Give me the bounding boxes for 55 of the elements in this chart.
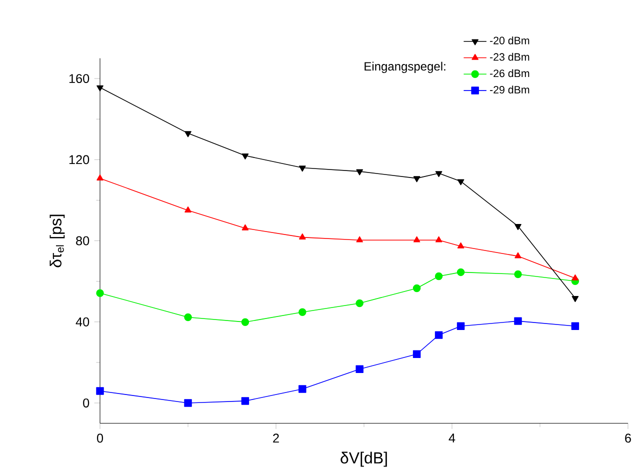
point xyxy=(242,224,249,230)
point xyxy=(184,313,192,322)
legend-label: -29 dBm xyxy=(490,86,530,94)
point xyxy=(572,274,579,280)
point xyxy=(514,270,522,278)
y-tick-label: 40 xyxy=(76,317,90,326)
point xyxy=(435,236,442,242)
y-tick-label: 160 xyxy=(69,74,90,84)
point xyxy=(96,174,104,180)
point xyxy=(356,236,363,242)
point xyxy=(96,387,104,395)
legend-label: -20 dBm xyxy=(490,36,530,44)
point xyxy=(184,206,192,212)
y-tick-label: 120 xyxy=(69,155,90,164)
legend-label: -23 dBm xyxy=(490,52,530,61)
point xyxy=(241,318,250,326)
point xyxy=(435,171,442,178)
point xyxy=(514,317,522,325)
point xyxy=(456,322,465,330)
legend-title: Eingangspegel: xyxy=(364,62,446,73)
point xyxy=(572,296,579,302)
y-tick-label: 80 xyxy=(76,236,90,246)
y-axis-title: δτ$_{el}$ [ps] xyxy=(50,214,65,268)
point xyxy=(298,385,306,393)
point xyxy=(457,179,464,186)
point xyxy=(413,176,420,182)
x-tick-label: 0 xyxy=(96,434,104,443)
point xyxy=(298,166,306,172)
point xyxy=(412,350,421,358)
y-tick-label: 0 xyxy=(83,398,90,408)
point xyxy=(412,284,421,292)
point xyxy=(457,242,464,248)
x-axis-title: δV[dB] xyxy=(340,452,387,467)
point xyxy=(242,153,249,160)
x-tick-label: 2 xyxy=(273,434,279,443)
point xyxy=(184,131,192,138)
point xyxy=(456,268,465,276)
point xyxy=(514,224,522,230)
point xyxy=(413,236,420,242)
point xyxy=(96,85,104,92)
point xyxy=(298,233,306,240)
point xyxy=(298,308,306,316)
point xyxy=(184,399,192,407)
legend-label: -26 dBm xyxy=(490,69,530,78)
point xyxy=(571,322,580,330)
x-tick-label: 4 xyxy=(448,434,456,442)
point xyxy=(356,365,364,373)
point xyxy=(356,169,363,176)
x-tick-label: 6 xyxy=(625,434,631,443)
point xyxy=(514,252,522,258)
point xyxy=(434,331,443,339)
point xyxy=(434,272,443,280)
point xyxy=(96,289,104,297)
point xyxy=(356,299,364,308)
point xyxy=(241,397,250,405)
